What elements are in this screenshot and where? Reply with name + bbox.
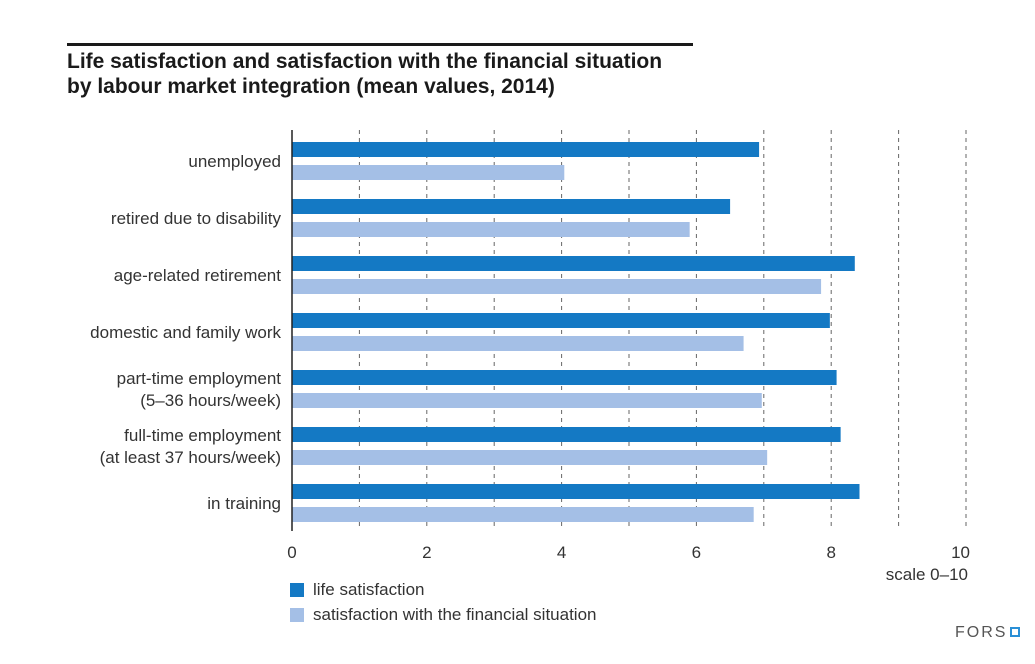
category-label-4-line-1: (5–36 hours/week) [140, 391, 281, 410]
chart-title: Life satisfaction and satisfaction with … [67, 49, 767, 99]
bar-life-6 [292, 484, 860, 499]
brand-logo: FORS [955, 624, 1008, 641]
brand-mark-icon [1010, 627, 1020, 637]
bar-life-2 [292, 256, 855, 271]
x-tick-label-0: 0 [287, 543, 296, 562]
bar-financial-5 [292, 450, 768, 465]
legend-label-financial: satisfaction with the financial situatio… [313, 604, 597, 624]
x-tick-label-6: 6 [692, 543, 701, 562]
bar-life-3 [292, 313, 830, 328]
category-label-3: domestic and family work [90, 323, 281, 342]
x-tick-label-2: 2 [422, 543, 431, 562]
chart-title-line-1: Life satisfaction and satisfaction with … [67, 50, 663, 73]
bar-financial-1 [292, 222, 690, 237]
category-label-6: in training [207, 494, 281, 513]
category-label-1: retired due to disability [111, 209, 282, 228]
bar-financial-2 [292, 279, 822, 294]
category-label-0: unemployed [188, 152, 281, 171]
bar-life-1 [292, 199, 731, 214]
category-label-4-line-0: part-time employment [117, 369, 282, 388]
x-tick-label-4: 4 [557, 543, 566, 562]
bar-financial-6 [292, 507, 754, 522]
x-axis-label: scale 0–10 [886, 565, 968, 584]
bar-life-0 [292, 142, 760, 157]
bar-financial-3 [292, 336, 744, 351]
legend: life satisfaction satisfaction with the … [290, 577, 597, 627]
bar-financial-0 [292, 165, 565, 180]
bar-life-5 [292, 427, 841, 442]
x-tick-label-10: 10 [951, 543, 970, 562]
category-label-2: age-related retirement [114, 266, 282, 285]
category-label-5-line-1: (at least 37 hours/week) [100, 448, 281, 467]
x-tick-label-8: 8 [826, 543, 835, 562]
legend-item-life: life satisfaction [290, 577, 597, 602]
legend-label-life: life satisfaction [313, 579, 425, 599]
legend-item-financial: satisfaction with the financial situatio… [290, 602, 597, 627]
title-rule [67, 43, 693, 46]
category-label-5-line-0: full-time employment [124, 426, 281, 445]
legend-swatch-life [290, 582, 304, 597]
chart-title-line-2: by labour market integration (mean value… [67, 75, 555, 98]
bar-life-4 [292, 370, 837, 385]
bar-financial-4 [292, 393, 762, 408]
legend-swatch-financial [290, 607, 304, 622]
